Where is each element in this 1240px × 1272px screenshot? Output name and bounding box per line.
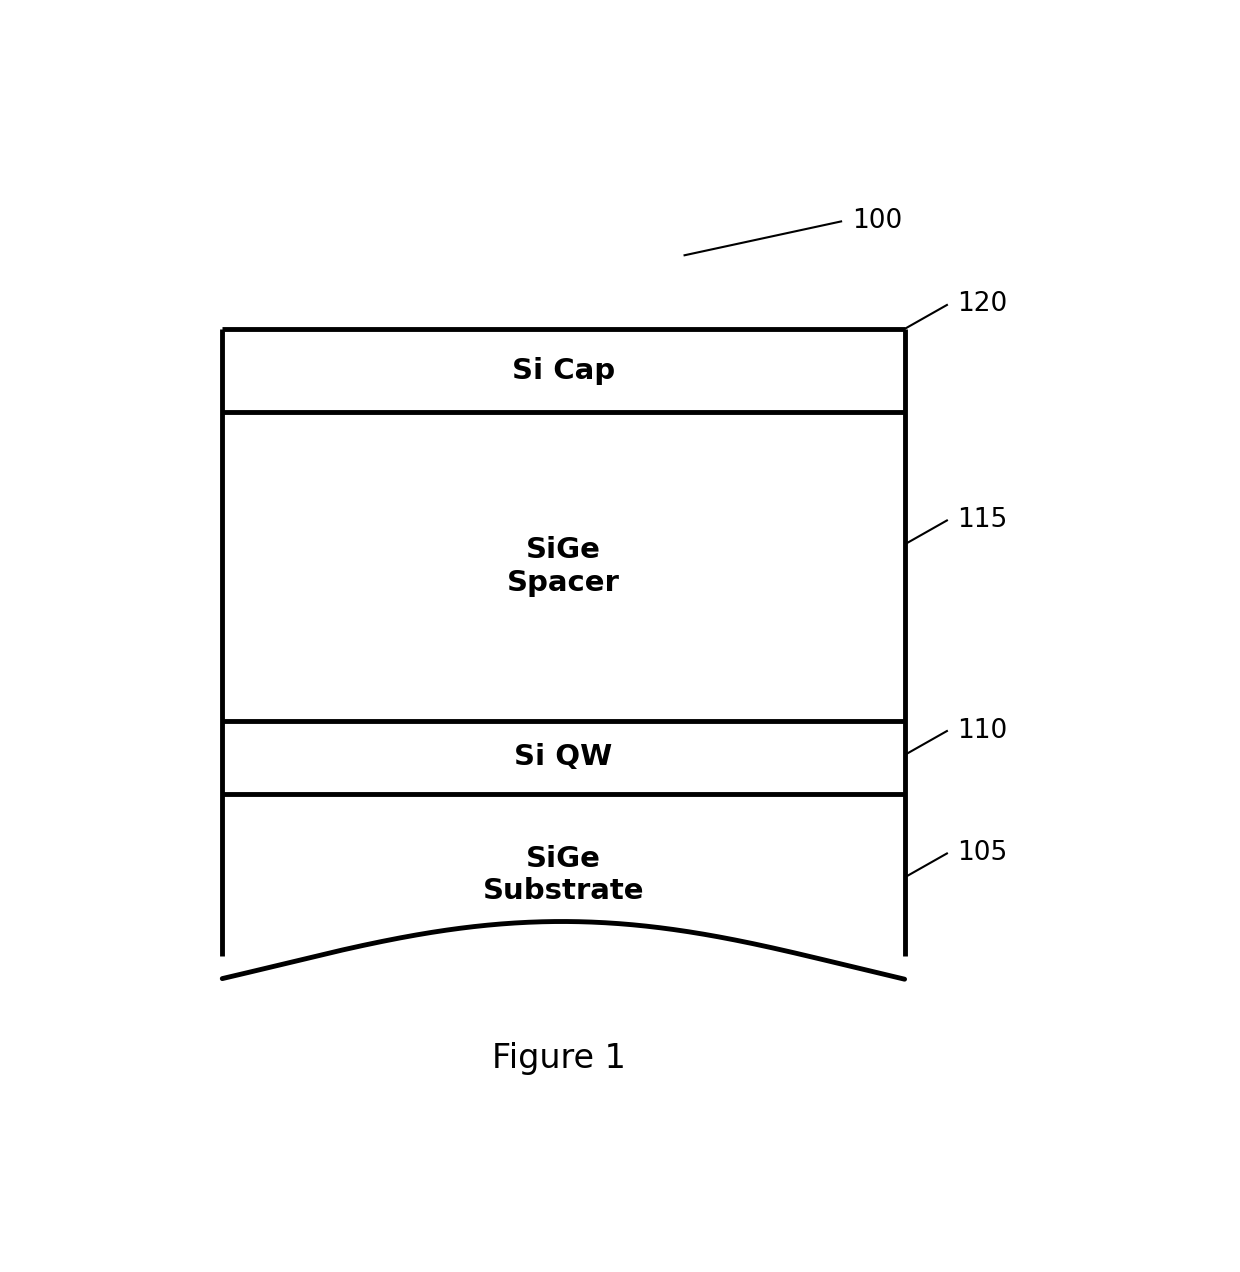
Text: 115: 115 xyxy=(957,508,1008,533)
Text: 110: 110 xyxy=(957,717,1008,744)
Text: 105: 105 xyxy=(957,840,1008,866)
Text: Si QW: Si QW xyxy=(515,743,613,771)
Text: SiGe
Substrate: SiGe Substrate xyxy=(482,845,644,906)
Text: Si Cap: Si Cap xyxy=(512,356,615,384)
Text: Figure 1: Figure 1 xyxy=(492,1042,625,1075)
Text: SiGe
Spacer: SiGe Spacer xyxy=(507,537,620,597)
Text: 120: 120 xyxy=(957,291,1008,318)
Text: 100: 100 xyxy=(852,209,901,234)
